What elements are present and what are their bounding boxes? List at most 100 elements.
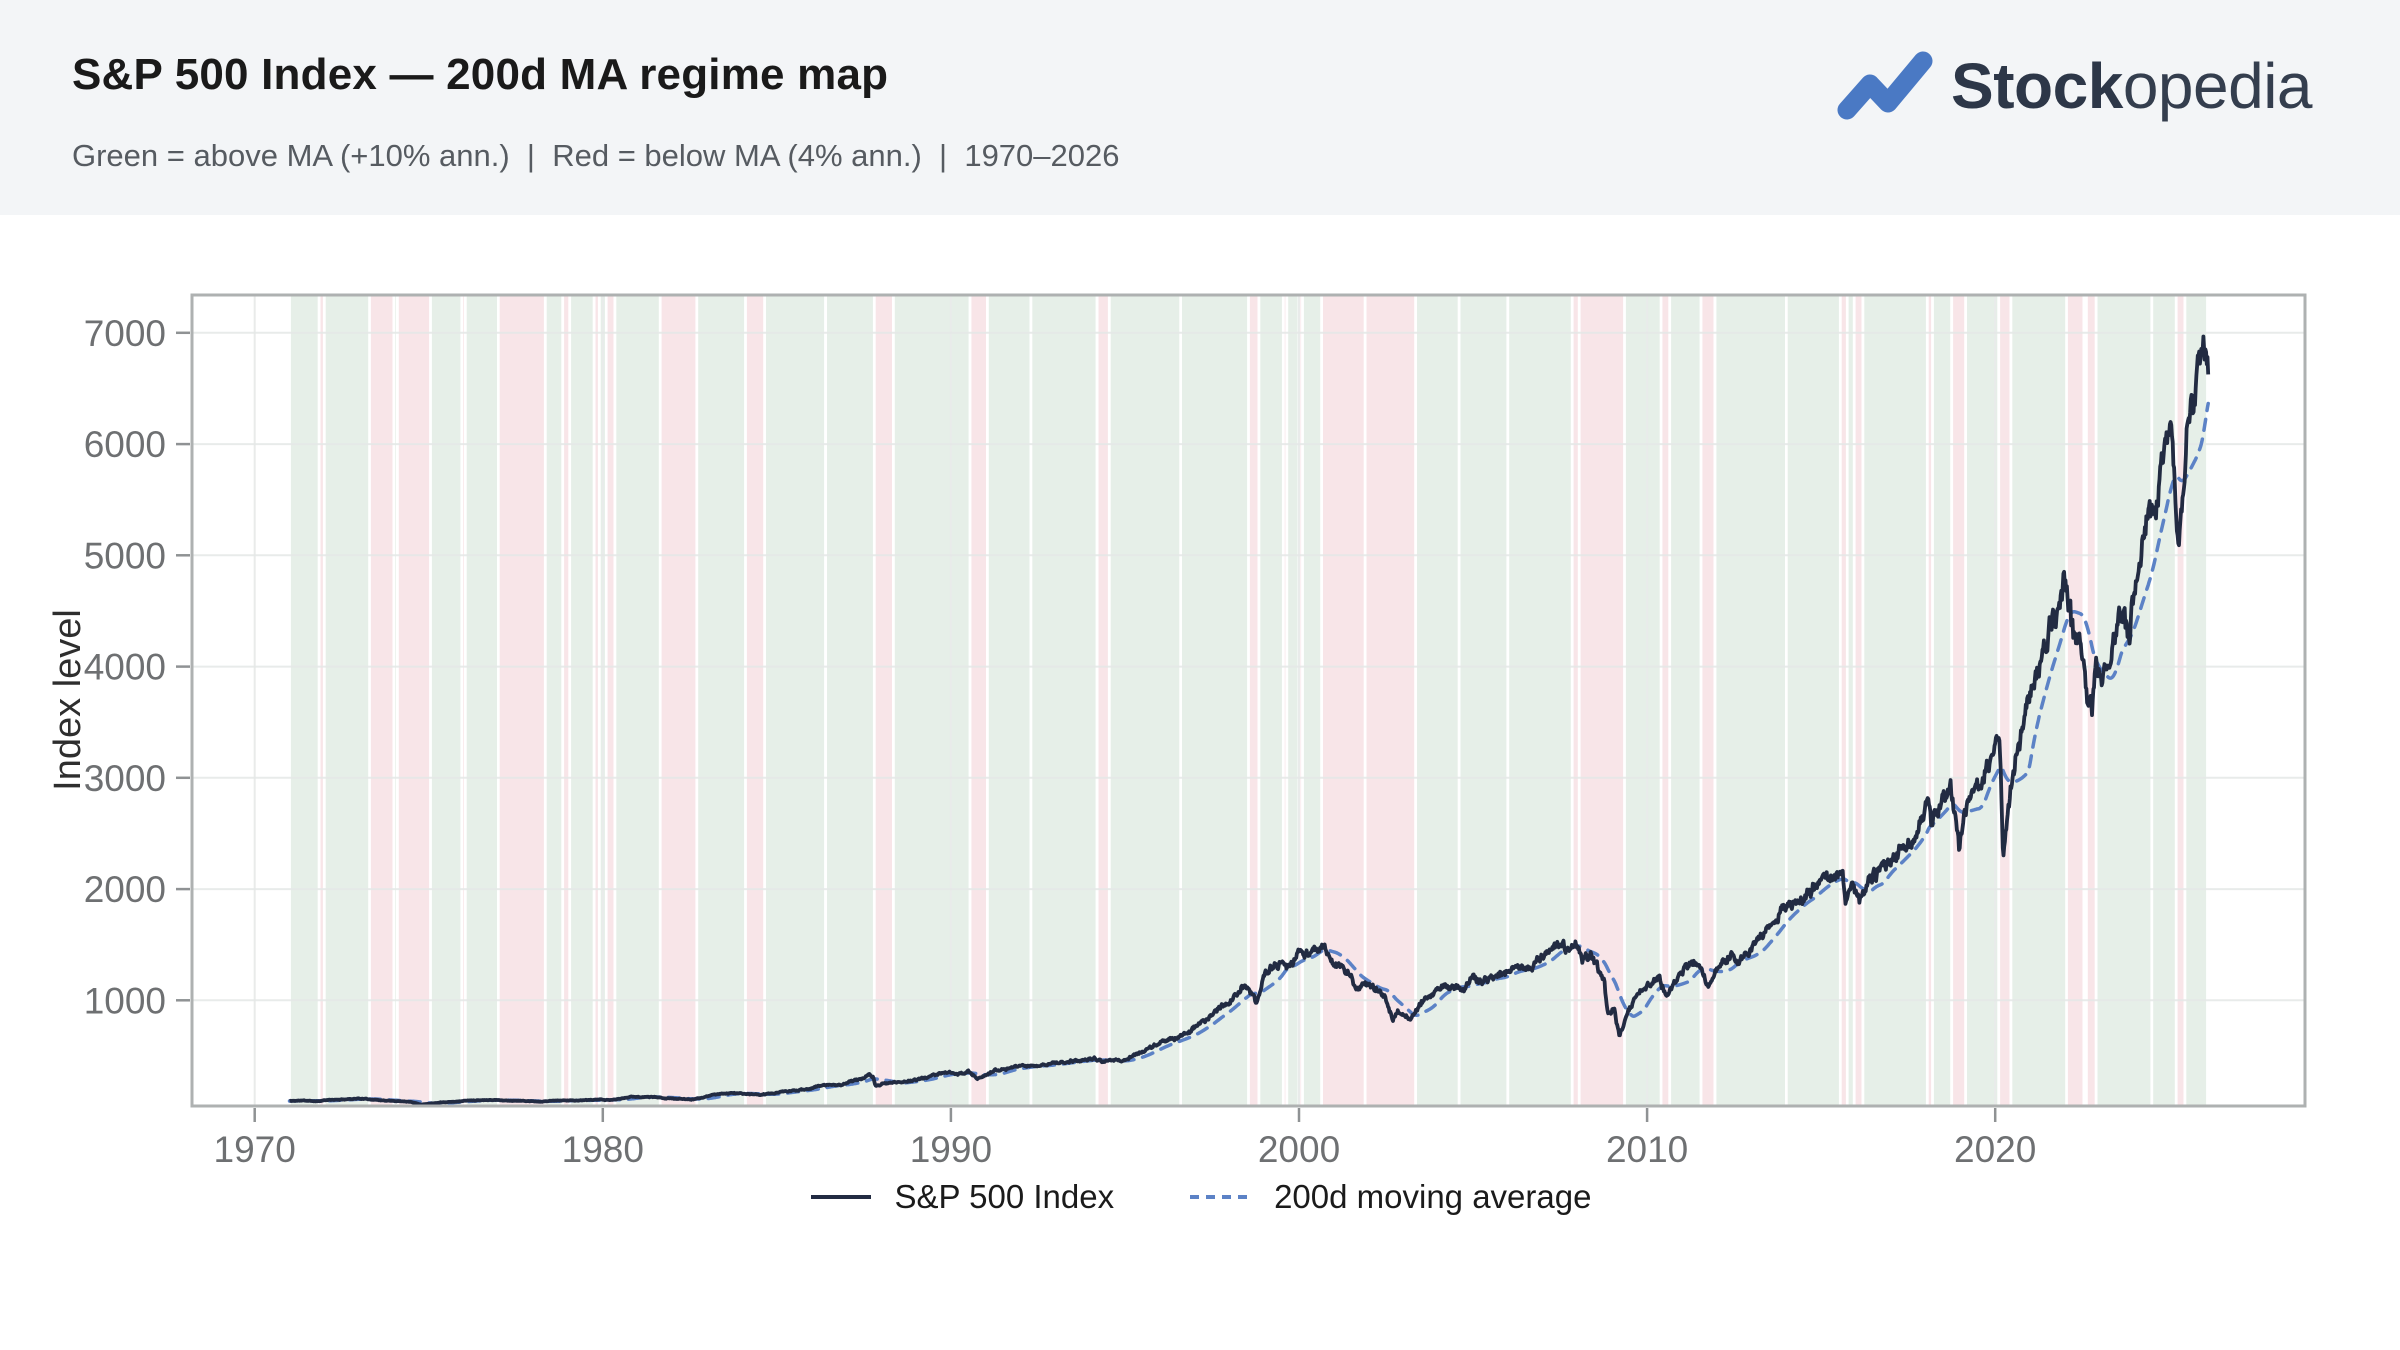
regime-band-green xyxy=(571,296,593,1105)
regime-band-red xyxy=(875,296,892,1105)
regime-band-green xyxy=(988,296,1030,1105)
series-layer xyxy=(287,334,2211,1106)
regime-band-red xyxy=(1284,296,1286,1105)
x-tick-label: 1990 xyxy=(910,1129,992,1170)
y-tick-label: 5000 xyxy=(84,535,166,576)
regime-band-green xyxy=(325,296,369,1105)
y-tick-label: 2000 xyxy=(84,869,166,910)
regime-band-red xyxy=(1841,296,1846,1105)
regime-band-red xyxy=(1580,296,1624,1105)
regime-band-red xyxy=(1702,296,1714,1105)
stockopedia-logo: Stockopedia xyxy=(1837,48,2313,124)
regime-band-green xyxy=(1509,296,1571,1105)
regime-band-red xyxy=(499,296,544,1105)
regime-band-green xyxy=(2012,296,2066,1105)
regime-band-red xyxy=(2177,296,2184,1105)
regime-band-green xyxy=(1671,296,1700,1105)
logo-text: Stockopedia xyxy=(1951,49,2312,123)
regime-band-green xyxy=(395,296,396,1105)
regime-band-red xyxy=(320,296,323,1105)
x-tick-label: 1980 xyxy=(562,1129,644,1170)
regime-band-green xyxy=(698,296,745,1105)
regime-band-red xyxy=(564,296,569,1105)
regime-band-red xyxy=(370,296,393,1105)
regime-band-green xyxy=(616,296,659,1105)
regime-band-red xyxy=(1098,296,1108,1105)
gridlines-layer xyxy=(192,295,2305,1106)
regime-band-red xyxy=(1249,296,1258,1105)
regime-band-green xyxy=(1110,296,1180,1105)
regime-band-green xyxy=(1288,296,1298,1105)
regime-bands-layer xyxy=(290,296,2207,1105)
regime-band-red xyxy=(1662,296,1669,1105)
regime-band-green xyxy=(1864,296,1926,1105)
y-tick-label: 3000 xyxy=(84,758,166,799)
page-title: S&P 500 Index — 200d MA regime map xyxy=(72,50,889,99)
regime-band-red xyxy=(398,296,430,1105)
regime-band-green xyxy=(2097,296,2151,1105)
dashed-line-swatch-icon xyxy=(1190,1195,1251,1199)
regime-band-green xyxy=(1716,296,1785,1105)
regime-band-green xyxy=(1625,296,1660,1105)
regime-band-red xyxy=(746,296,764,1105)
regime-band-red xyxy=(971,296,986,1105)
regime-band-green xyxy=(1417,296,1458,1105)
chart-legend: S&P 500 Index 200d moving average xyxy=(0,1178,2400,1216)
legend-label-sp500: S&P 500 Index xyxy=(894,1178,1115,1215)
x-tick-label: 1970 xyxy=(214,1129,296,1170)
header: S&P 500 Index — 200d MA regime map Green… xyxy=(0,0,2400,215)
legend-label-ma: 200d moving average xyxy=(1274,1178,1592,1215)
regime-band-red xyxy=(1928,296,1932,1105)
regime-band-red xyxy=(2067,296,2083,1105)
solid-line-swatch-icon xyxy=(810,1195,871,1199)
regime-band-green xyxy=(1460,296,1507,1105)
regime-band-red xyxy=(607,296,614,1105)
regime-band-red xyxy=(1366,296,1415,1105)
page-subtitle: Green = above MA (+10% ann.) | Red = bel… xyxy=(72,138,1120,173)
y-tick-label: 4000 xyxy=(84,647,166,688)
x-tick-label: 2000 xyxy=(1258,1129,1340,1170)
sp500-line xyxy=(288,334,2211,1106)
axis-ticks-layer: 1970 1980 1990 2000 2010 2020 1000 2000 3000 4000… xyxy=(84,313,2037,1170)
regime-band-red xyxy=(1953,296,1965,1105)
x-tick-label: 2020 xyxy=(1954,1129,2036,1170)
regime-band-green xyxy=(546,296,562,1105)
regime-band-red xyxy=(1323,296,1364,1105)
regime-band-green xyxy=(1787,296,1839,1105)
regime-band-green xyxy=(1260,296,1282,1105)
regime-band-green xyxy=(466,296,497,1105)
regime-band-red xyxy=(1573,296,1578,1105)
regime-band-red xyxy=(1855,296,1862,1105)
regime-band-green xyxy=(1182,296,1248,1105)
regime-band-green xyxy=(766,296,825,1105)
legend-item-sp500: S&P 500 Index xyxy=(809,1178,1115,1216)
regime-band-red xyxy=(661,296,696,1105)
regime-band-green xyxy=(2153,296,2175,1105)
regime-band-red xyxy=(463,296,464,1105)
regime-band-green xyxy=(1967,296,1998,1105)
plot-frame-layer xyxy=(190,293,2307,1108)
y-axis-title: Index level xyxy=(47,609,89,791)
logo-text-bold: Stock xyxy=(1951,50,2123,122)
regime-band-red xyxy=(595,296,598,1105)
logo-text-light: opedia xyxy=(2122,50,2313,122)
regime-band-red xyxy=(2000,296,2010,1105)
x-tick-label: 2010 xyxy=(1606,1129,1688,1170)
regime-band-green xyxy=(1933,296,1951,1105)
logo-zigzag-icon xyxy=(1837,51,1933,120)
regime-band-green xyxy=(1032,296,1096,1105)
legend-item-ma: 200d moving average xyxy=(1188,1178,1591,1216)
regime-band-red xyxy=(1300,296,1302,1105)
y-tick-label: 7000 xyxy=(84,313,166,354)
y-tick-label: 6000 xyxy=(84,424,166,465)
regime-band-green xyxy=(1303,296,1321,1105)
regime-band-green xyxy=(827,296,873,1105)
plot-border xyxy=(190,293,2307,1108)
regime-band-green xyxy=(1848,296,1853,1105)
regime-band-green xyxy=(894,296,969,1105)
regime-band-green xyxy=(431,296,461,1105)
regime-band-green xyxy=(290,296,318,1105)
regime-band-green xyxy=(2186,296,2207,1105)
